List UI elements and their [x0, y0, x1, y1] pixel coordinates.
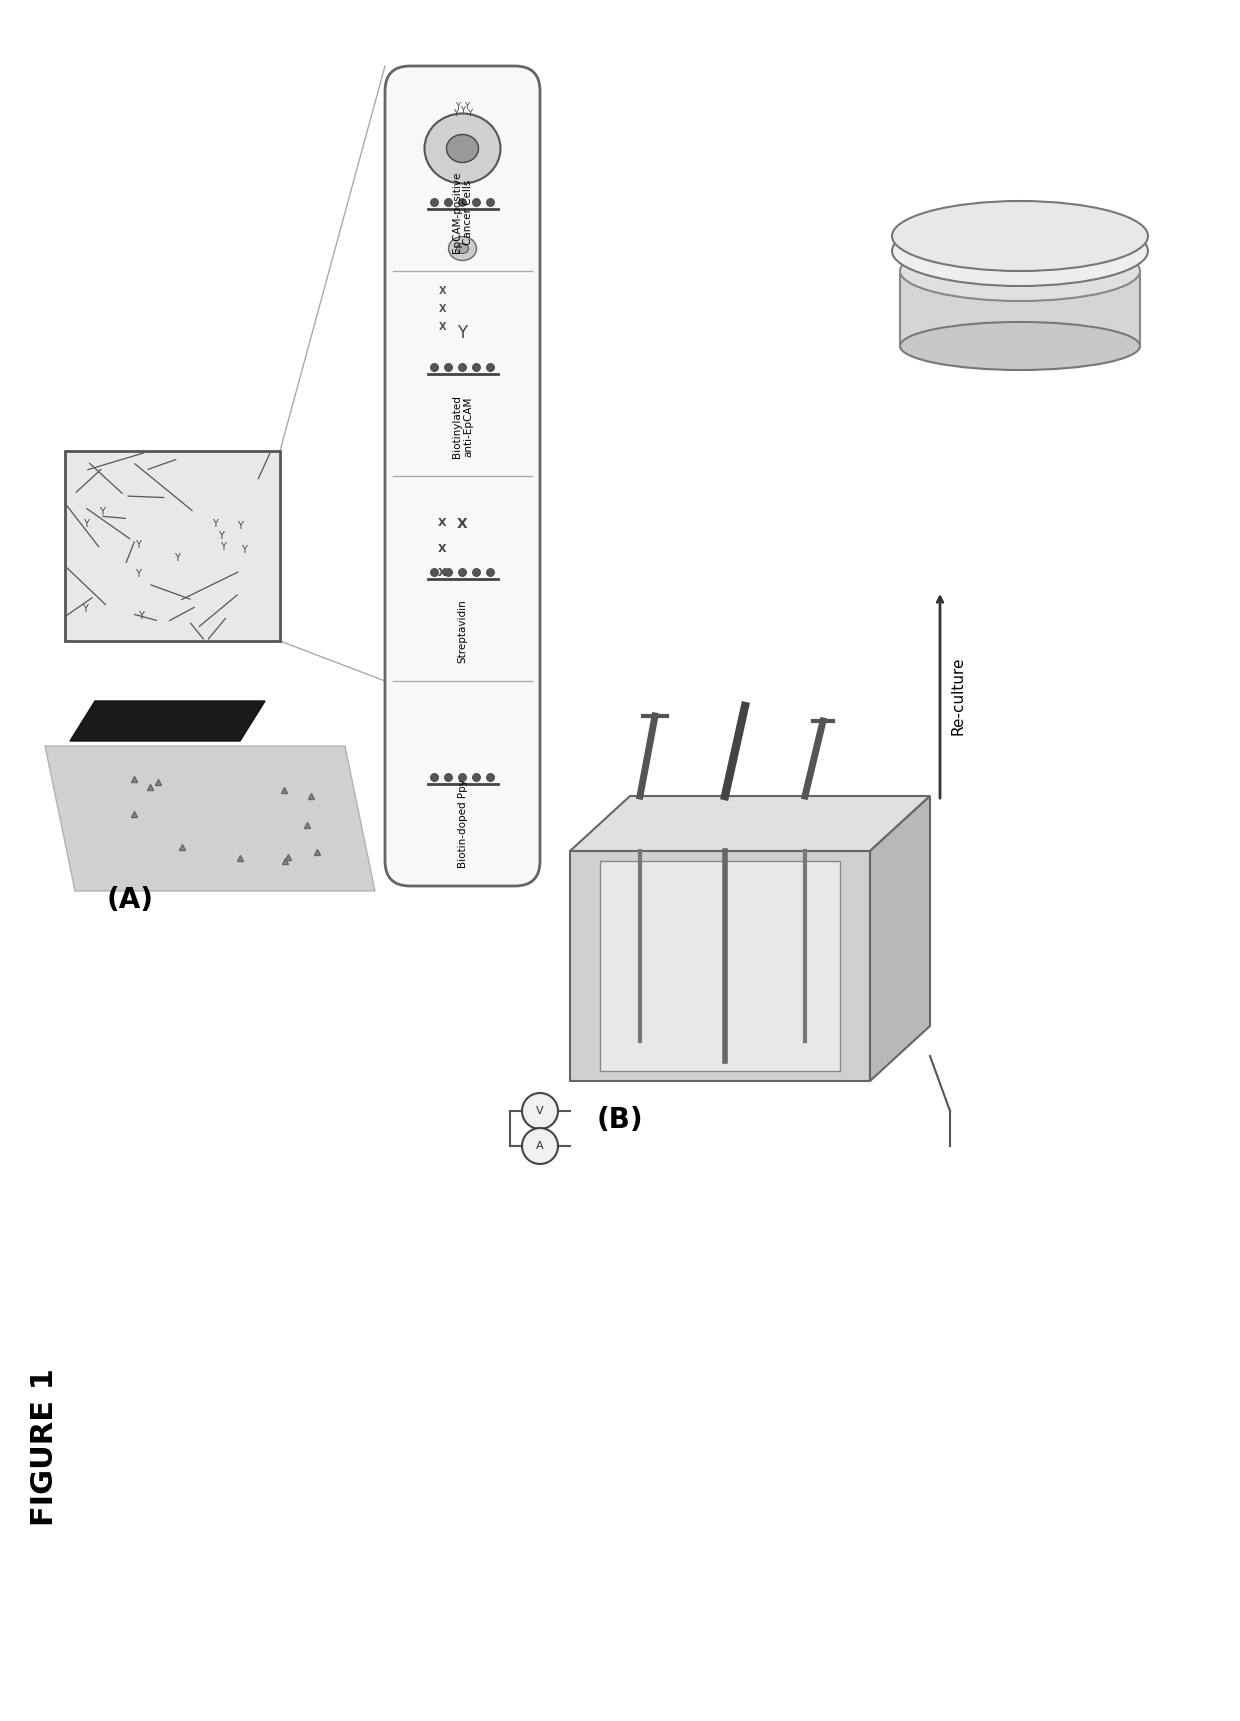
Text: X: X: [439, 286, 446, 296]
Text: Y: Y: [99, 508, 105, 516]
Text: Y: Y: [139, 611, 144, 621]
Ellipse shape: [459, 363, 466, 372]
Text: Y: Y: [454, 108, 459, 119]
Text: Y: Y: [455, 102, 460, 110]
Ellipse shape: [430, 568, 439, 577]
Text: Biotinylated
anti-EpCAM: Biotinylated anti-EpCAM: [451, 396, 474, 458]
Text: Y: Y: [212, 520, 218, 528]
Ellipse shape: [459, 198, 466, 207]
Bar: [600, 860, 839, 1070]
Text: Streptavidin: Streptavidin: [458, 599, 467, 663]
Text: X: X: [438, 568, 446, 578]
Ellipse shape: [986, 251, 1002, 262]
Ellipse shape: [430, 198, 439, 207]
Ellipse shape: [424, 114, 501, 184]
Ellipse shape: [1038, 251, 1054, 262]
Text: Y: Y: [135, 570, 140, 578]
Ellipse shape: [522, 1127, 558, 1163]
Ellipse shape: [928, 267, 944, 275]
Text: FIGURE 1: FIGURE 1: [30, 1368, 60, 1527]
Ellipse shape: [486, 198, 495, 207]
Text: EpCAM-positive
Cancer Cells: EpCAM-positive Cancer Cells: [451, 172, 474, 253]
Text: X: X: [438, 518, 446, 528]
Ellipse shape: [486, 773, 495, 781]
Text: A: A: [536, 1141, 544, 1151]
Ellipse shape: [456, 243, 469, 253]
Polygon shape: [69, 700, 265, 742]
Text: Y: Y: [237, 521, 243, 532]
Text: Y: Y: [174, 552, 180, 563]
Bar: [64, 451, 280, 640]
Ellipse shape: [444, 773, 453, 781]
Text: X: X: [439, 322, 446, 332]
Text: (A): (A): [107, 886, 154, 914]
Ellipse shape: [430, 363, 439, 372]
Ellipse shape: [892, 217, 1148, 286]
Text: X: X: [439, 303, 446, 313]
Polygon shape: [570, 797, 930, 850]
Ellipse shape: [444, 198, 453, 207]
Ellipse shape: [446, 134, 479, 162]
Ellipse shape: [900, 322, 1140, 370]
Text: Re-culture: Re-culture: [951, 657, 966, 735]
Text: Y: Y: [83, 520, 89, 528]
Ellipse shape: [486, 568, 495, 577]
Text: Y: Y: [458, 325, 467, 342]
Ellipse shape: [472, 363, 481, 372]
Ellipse shape: [459, 773, 466, 781]
Ellipse shape: [444, 363, 453, 372]
Ellipse shape: [459, 568, 466, 577]
Text: V: V: [536, 1107, 544, 1115]
Ellipse shape: [472, 568, 481, 577]
Text: Y: Y: [466, 108, 471, 119]
Text: Y: Y: [465, 102, 470, 110]
Text: Y: Y: [242, 546, 247, 556]
Text: Y: Y: [460, 107, 465, 115]
Text: Y: Y: [135, 540, 141, 549]
Text: Y: Y: [219, 542, 226, 552]
Bar: [892, 236, 1148, 251]
Ellipse shape: [472, 198, 481, 207]
Polygon shape: [870, 797, 930, 1081]
Text: Y: Y: [218, 532, 223, 540]
Bar: [570, 850, 870, 1081]
Ellipse shape: [944, 256, 960, 267]
Ellipse shape: [472, 773, 481, 781]
Text: (B): (B): [596, 1107, 644, 1134]
Ellipse shape: [900, 241, 1140, 301]
Ellipse shape: [444, 568, 453, 577]
Text: X: X: [438, 544, 446, 554]
Ellipse shape: [1096, 267, 1112, 275]
Text: X: X: [458, 516, 467, 530]
Text: Biotin-doped Ppy: Biotin-doped Ppy: [458, 780, 467, 867]
FancyBboxPatch shape: [384, 65, 539, 886]
Bar: [900, 270, 1140, 346]
Ellipse shape: [486, 363, 495, 372]
Ellipse shape: [430, 773, 439, 781]
Ellipse shape: [1080, 256, 1096, 267]
Polygon shape: [45, 745, 374, 891]
Ellipse shape: [449, 236, 476, 260]
Ellipse shape: [522, 1093, 558, 1129]
Ellipse shape: [892, 201, 1148, 270]
Text: Y: Y: [82, 604, 88, 614]
